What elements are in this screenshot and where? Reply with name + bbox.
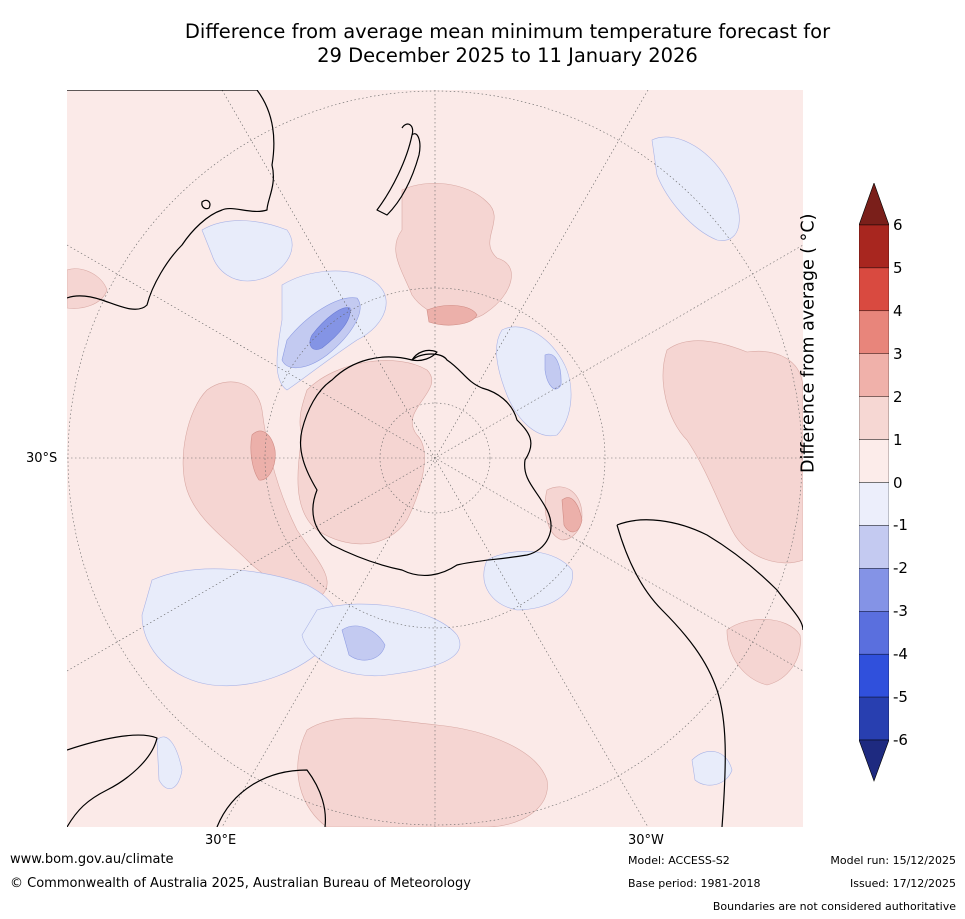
neg-area-australia-south bbox=[201, 220, 293, 282]
colorbar-bands bbox=[859, 224, 889, 741]
colorbar-tick-label: -6 bbox=[893, 731, 908, 749]
neg2-area-3 bbox=[544, 353, 562, 390]
title-line-1: Difference from average mean minimum tem… bbox=[184, 20, 831, 43]
coastlines bbox=[67, 90, 803, 827]
colorbar bbox=[859, 183, 889, 782]
colorbar-band bbox=[859, 267, 889, 312]
anomaly-area-antarctica bbox=[297, 360, 433, 545]
colorbar-band bbox=[859, 353, 889, 397]
colorbar-tick-label: 3 bbox=[893, 344, 903, 363]
anomaly-area-south-america bbox=[726, 619, 801, 686]
south-america-coastline bbox=[616, 519, 803, 827]
colorbar-band bbox=[859, 653, 889, 698]
footer-model-run: Model run: 15/12/2025 bbox=[830, 854, 956, 867]
colorbar-band bbox=[859, 568, 889, 612]
colorbar-band bbox=[859, 696, 889, 741]
neg2-area-2 bbox=[341, 625, 386, 661]
antarctica-coastline bbox=[299, 353, 552, 577]
lat-label-30s: 30°S bbox=[26, 451, 58, 466]
tasmania-coastline bbox=[201, 199, 211, 210]
colorbar-band bbox=[859, 482, 889, 526]
colorbar-upper-arrow bbox=[859, 183, 889, 226]
strong-anomaly-area-1 bbox=[426, 305, 478, 326]
colorbar-tick-label: -1 bbox=[893, 516, 908, 535]
colorbar-tick-label: -5 bbox=[893, 688, 908, 707]
footer-base-period: Base period: 1981-2018 bbox=[628, 877, 761, 890]
africa-southern-coastline bbox=[216, 769, 327, 827]
map-svg bbox=[67, 90, 803, 827]
anomaly-area-nz-east bbox=[395, 182, 512, 321]
neg-area-atlantic-east bbox=[483, 550, 573, 611]
footer-boundaries: Boundaries are not considered authoritat… bbox=[712, 900, 956, 913]
new-zealand-coastline bbox=[376, 123, 421, 216]
australia-coastline bbox=[67, 90, 275, 310]
colorbar-band bbox=[859, 310, 889, 354]
colorbar-band bbox=[859, 525, 889, 569]
title-line-2: 29 December 2025 to 11 January 2026 bbox=[317, 44, 698, 67]
colorbar-tick-label: 1 bbox=[893, 430, 903, 449]
colorbar-tick-label: 4 bbox=[893, 301, 903, 320]
colorbar-tick-label: -3 bbox=[893, 602, 908, 621]
colorbar-tick-label: -2 bbox=[893, 559, 908, 578]
colorbar-band bbox=[859, 611, 889, 655]
anomaly-area-atlantic bbox=[297, 717, 548, 827]
antarctic-peninsula bbox=[411, 349, 438, 362]
anomaly-area-pacific-east bbox=[662, 340, 803, 564]
meridian-30e bbox=[221, 90, 649, 827]
colorbar-band bbox=[859, 439, 889, 483]
lon-label-30w: 30°W bbox=[628, 833, 664, 848]
colorbar-band bbox=[859, 224, 889, 269]
neg-area-south-west bbox=[156, 736, 183, 789]
neg-area-pacific-north bbox=[651, 136, 740, 241]
africa-coastline bbox=[67, 734, 158, 827]
neg3-area-1 bbox=[309, 307, 351, 350]
colorbar-lower-arrow bbox=[859, 739, 889, 782]
forecast-map[interactable] bbox=[67, 90, 803, 827]
strong-anomaly-area-2 bbox=[250, 430, 276, 481]
colorbar-band bbox=[859, 396, 889, 440]
chart-title: Difference from average mean minimum tem… bbox=[0, 20, 965, 68]
colorbar-tick-label: 0 bbox=[893, 473, 903, 492]
neg-area-bottom-right bbox=[691, 751, 733, 786]
meridian-60w bbox=[67, 244, 803, 672]
footer-website[interactable]: www.bom.gov.au/climate bbox=[10, 852, 174, 867]
colorbar-title: Difference from average ( °C) bbox=[798, 213, 819, 473]
colorbar-tick-label: 5 bbox=[893, 258, 903, 277]
strong-positive-anomaly-areas bbox=[250, 305, 583, 533]
footer-issued: Issued: 17/12/2025 bbox=[849, 877, 956, 890]
lon-label-30e: 30°E bbox=[205, 833, 237, 848]
colorbar-tick-label: -4 bbox=[893, 645, 908, 664]
meridian-30w bbox=[221, 90, 649, 827]
neg-area-ross-sea bbox=[496, 326, 572, 437]
anomaly-area-west-edge bbox=[67, 268, 108, 309]
strong-anomaly-area-3 bbox=[561, 497, 583, 533]
graticule bbox=[67, 90, 803, 827]
strong-negative-areas bbox=[309, 307, 351, 350]
lat-circle-60s bbox=[264, 287, 606, 629]
colorbar-tick-label: 6 bbox=[893, 216, 903, 234]
footer-model: Model: ACCESS-S2 bbox=[628, 854, 730, 867]
colorbar-tick-label: 2 bbox=[893, 387, 903, 406]
footer-copyright: © Commonwealth of Australia 2025, Austra… bbox=[10, 876, 471, 891]
